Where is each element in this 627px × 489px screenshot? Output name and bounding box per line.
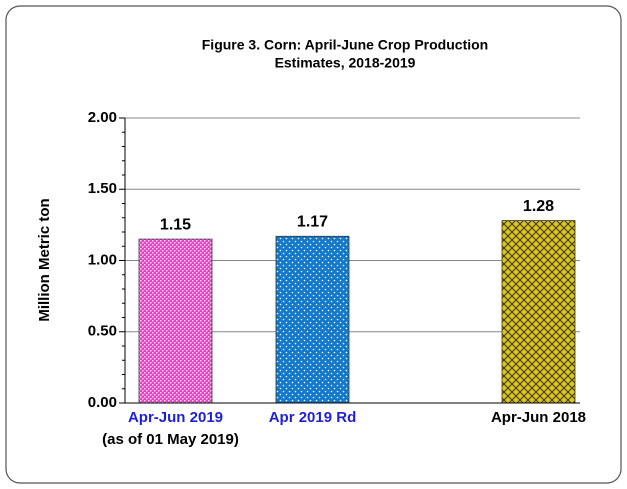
data-label: 1.28 — [523, 198, 554, 215]
y-tick-label: 0.50 — [88, 323, 117, 340]
bar-pattern — [276, 236, 349, 403]
chart-title: Figure 3. Corn: April-June Crop Producti… — [202, 37, 488, 53]
y-tick-label: 1.50 — [88, 180, 117, 197]
x-tick-label: Apr-Jun 2019 — [128, 409, 223, 426]
y-tick-label: 2.00 — [88, 109, 117, 126]
data-label: 1.15 — [160, 216, 191, 233]
y-tick-label: 0.00 — [88, 394, 117, 411]
bar-pattern — [502, 220, 575, 403]
bar-pattern — [139, 239, 212, 403]
y-axis-label: Million Metric ton — [36, 198, 53, 321]
x-tick-label: Apr-Jun 2018 — [491, 409, 586, 426]
data-label: 1.17 — [297, 213, 328, 230]
chart-title: Estimates, 2018-2019 — [275, 55, 416, 71]
x-tick-label: Apr 2019 Rd — [269, 409, 357, 426]
x-tick-note: (as of 01 May 2019) — [102, 431, 239, 448]
y-tick-label: 1.00 — [88, 251, 117, 268]
